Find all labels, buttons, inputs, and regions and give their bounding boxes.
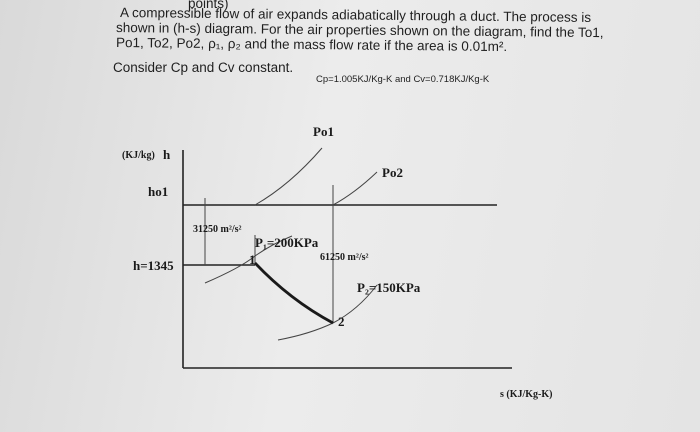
p1-label: P₁=200KPa xyxy=(255,235,319,250)
h1-label: h=1345 xyxy=(133,258,174,273)
x-axis-label: s (KJ/Kg-K) xyxy=(500,389,553,400)
po2-curve xyxy=(332,171,378,206)
ke2-label: 61250 m²/s² xyxy=(320,252,369,263)
state2-label: 2 xyxy=(338,314,345,329)
question-line: shown in (h-s) diagram. For the air prop… xyxy=(116,20,604,40)
po1-curve xyxy=(254,147,323,206)
p1-curve xyxy=(204,235,293,284)
y-axis-unit: (KJ/kg) xyxy=(122,150,155,161)
ho1-label: ho1 xyxy=(148,184,168,199)
constants: Cp=1.005KJ/Kg-K and Cv=0.718KJ/Kg-K xyxy=(316,74,490,85)
header-fragment: points) xyxy=(188,0,229,11)
state1-label: 1 xyxy=(249,252,256,267)
p2-label: P₂=150KPa xyxy=(357,280,421,295)
ke1-label: 31250 m²/s² xyxy=(193,224,242,235)
y-axis-label: h xyxy=(163,147,171,162)
question-line: Consider Cp and Cv constant. xyxy=(113,60,293,75)
po2-label: Po2 xyxy=(382,165,403,180)
question-line: Po1, To2, Po2, ρ₁, ρ₂ and the mass flow … xyxy=(116,35,507,54)
process-curve xyxy=(253,262,334,325)
question-line: A compressible flow of air expands adiab… xyxy=(120,5,591,25)
hs-diagram: (KJ/kg) h ho1 h=1345 Po1 Po2 31250 m²/s²… xyxy=(122,124,553,400)
po1-label: Po1 xyxy=(313,124,334,139)
